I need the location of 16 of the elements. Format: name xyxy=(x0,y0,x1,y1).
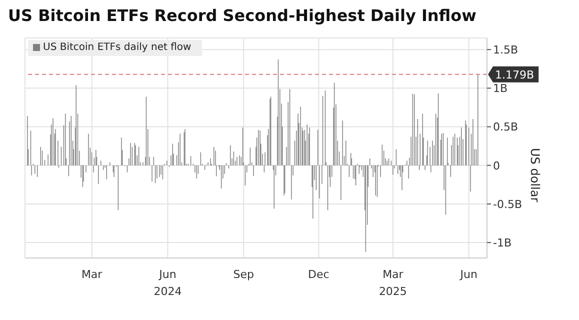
y-tick-label: 0.5B xyxy=(493,120,518,134)
x-tick-label: Mar xyxy=(81,268,103,281)
y-tick-label: -0.5B xyxy=(493,198,522,211)
x-tick-label: Dec xyxy=(308,268,330,281)
x-tick-label: Mar 2025 xyxy=(378,268,407,298)
y-tick-label: 1.5B xyxy=(493,43,518,56)
y-tick-label: 0 xyxy=(493,159,500,172)
y-axis-title: US dollar xyxy=(528,148,542,202)
legend-label: US Bitcoin ETFs daily net flow xyxy=(42,42,192,53)
x-tick-label: Jun 2024 xyxy=(154,268,182,298)
x-tick-label: Sep xyxy=(233,268,254,281)
chart-title: US Bitcoin ETFs Record Second-Highest Daily Inflow xyxy=(8,6,476,25)
y-tick-label: 1B xyxy=(493,82,508,96)
x-tick-label: Jun xyxy=(459,268,478,281)
y-tick-label: -1B xyxy=(493,236,512,250)
ref-line-label: 1.179B xyxy=(495,68,534,82)
